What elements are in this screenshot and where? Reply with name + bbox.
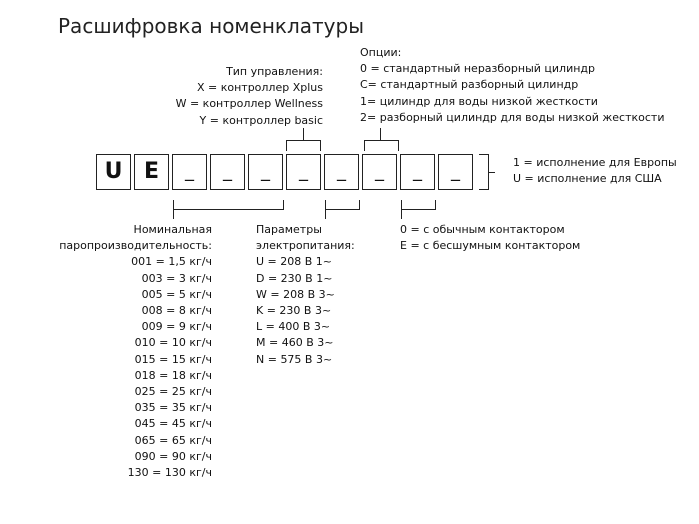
- legend-item: U = исполнение для США: [513, 172, 662, 186]
- legend-item: 1= цилиндр для воды низкой жесткости: [360, 94, 598, 108]
- code-box: _: [438, 154, 473, 190]
- legend-item: 2= разборный цилиндр для воды низкой жес…: [360, 110, 665, 124]
- bracket-line: [173, 200, 174, 219]
- bracket-line: [359, 200, 360, 210]
- bracket-contactor: [401, 209, 435, 210]
- legend-item: K = 230 В 3~: [256, 304, 332, 318]
- legend-item: E = с бесшумным контактором: [400, 239, 581, 253]
- bracket-line: [303, 128, 304, 140]
- bracket-options: [364, 140, 398, 141]
- power-legend: Параметры электропитания: U = 208 В 1~ D …: [256, 222, 355, 368]
- legend-item: 0 = с обычным контактором: [400, 223, 565, 236]
- page-title: Расшифровка номенклатуры: [58, 14, 364, 38]
- legend-item: 065 = 65 кг/ч: [134, 433, 212, 447]
- code-box: _: [324, 154, 359, 190]
- legend-item: 015 = 15 кг/ч: [134, 352, 212, 366]
- code-box: _: [210, 154, 245, 190]
- legend-item: 090 = 90 кг/ч: [134, 449, 212, 463]
- bracket-capacity: [173, 209, 283, 210]
- bracket-line: [320, 140, 321, 151]
- legend-item: 1 = исполнение для Европы: [513, 156, 677, 169]
- legend-item: N = 575 В 3~: [256, 352, 333, 366]
- legend-item: X = контроллер Xplus: [196, 81, 323, 95]
- legend-item: 045 = 45 кг/ч: [134, 417, 212, 431]
- bracket-line: [364, 140, 365, 151]
- legend-item: L = 400 В 3~: [256, 320, 331, 334]
- legend-item: Y = контроллер basic: [199, 113, 323, 127]
- control-heading: Тип управления:: [226, 65, 323, 78]
- bracket-power: [325, 209, 359, 210]
- contactor-legend: 0 = с обычным контактором E = с бесшумны…: [400, 222, 580, 254]
- legend-item: 0 = стандартный неразборный цилиндр: [360, 62, 596, 76]
- bracket-control: [286, 140, 320, 141]
- options-heading: Опции:: [360, 46, 402, 59]
- legend-item: C= стандартный разборный цилиндр: [360, 78, 579, 92]
- capacity-heading: паропроизводительность:: [59, 239, 212, 253]
- bracket-line: [401, 200, 402, 219]
- legend-item: 005 = 5 кг/ч: [141, 287, 212, 301]
- code-box: U: [96, 154, 131, 190]
- bracket-line: [479, 189, 489, 190]
- capacity-heading: Номинальная: [133, 223, 212, 236]
- legend-item: 018 = 18 кг/ч: [134, 368, 212, 382]
- code-box: E: [134, 154, 169, 190]
- bracket-line: [488, 172, 495, 173]
- legend-item: 009 = 9 кг/ч: [141, 320, 212, 334]
- legend-item: U = 208 В 1~: [256, 255, 333, 269]
- code-box: _: [400, 154, 435, 190]
- legend-item: 003 = 3 кг/ч: [141, 271, 212, 285]
- region-legend: 1 = исполнение для Европы U = исполнение…: [513, 155, 677, 187]
- bracket-line: [479, 154, 489, 155]
- legend-item: 025 = 25 кг/ч: [134, 385, 212, 399]
- code-box: _: [286, 154, 321, 190]
- legend-item: 130 = 130 кг/ч: [127, 466, 212, 480]
- control-legend: Тип управления: X = контроллер Xplus W =…: [176, 64, 323, 129]
- bracket-line: [398, 140, 399, 151]
- legend-item: 001 = 1,5 кг/ч: [131, 255, 212, 269]
- legend-item: D = 230 В 1~: [256, 271, 333, 285]
- power-heading: электропитания:: [256, 239, 355, 253]
- code-box: _: [362, 154, 397, 190]
- code-box: _: [248, 154, 283, 190]
- power-heading: Параметры: [256, 223, 322, 236]
- bracket-line: [283, 200, 284, 210]
- legend-item: 010 = 10 кг/ч: [134, 336, 212, 350]
- legend-item: 008 = 8 кг/ч: [141, 304, 212, 318]
- legend-item: W = 208 В 3~: [256, 287, 335, 301]
- legend-item: M = 460 В 3~: [256, 336, 334, 350]
- bracket-line: [286, 140, 287, 151]
- bracket-line: [380, 128, 381, 140]
- options-legend: Опции: 0 = стандартный неразборный цилин…: [360, 45, 664, 126]
- capacity-legend: Номинальная паропроизводительность: 001 …: [59, 222, 212, 481]
- bracket-line: [325, 200, 326, 219]
- legend-item: W = контроллер Wellness: [175, 97, 323, 111]
- legend-item: 035 = 35 кг/ч: [134, 401, 212, 415]
- code-box: _: [172, 154, 207, 190]
- bracket-line: [435, 200, 436, 210]
